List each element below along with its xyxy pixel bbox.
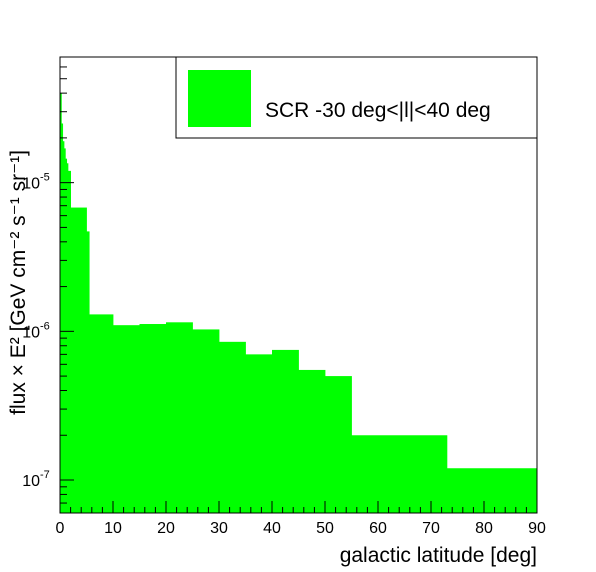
histogram-bin [66,163,69,513]
histogram-bin [219,341,246,513]
x-tick-label: 80 [475,520,493,537]
x-tick-label: 90 [528,520,546,537]
histogram-bin [245,354,273,513]
x-tick-label: 50 [316,520,334,537]
y-tick-label: 10 [22,324,40,341]
legend-swatch [188,70,251,127]
histogram-bin [166,322,193,513]
histogram-bin [86,231,90,513]
x-tick-label: 30 [210,520,228,537]
histogram-bin [63,148,66,513]
legend-label: SCR -30 deg<|l|<40 deg [265,99,491,122]
histogram-bin [60,93,62,513]
y-tick-label: 10 [22,473,40,490]
y-axis-tick-labels: 10-710-610-5 [22,172,50,490]
x-axis-tick-labels: 0 10 20 30 40 50 60 70 80 90 [56,520,546,537]
histogram-bin [113,325,140,513]
histogram-bin [446,468,538,513]
x-tick-label: 40 [263,520,281,537]
x-axis-title: galactic latitude [deg] [340,544,537,567]
histogram-bin [351,435,448,513]
x-tick-label: 20 [157,520,175,537]
histogram-bin [62,141,65,513]
histogram-bin [272,349,299,513]
histogram-bin [89,314,114,513]
y-tick-exponent: -5 [40,172,50,184]
histogram-bin [298,369,326,513]
y-tick-exponent: -7 [40,469,50,481]
legend: SCR -30 deg<|l|<40 deg [175,56,538,139]
histogram-bin [61,123,64,514]
x-tick-label: 70 [422,520,440,537]
histogram-bin [65,158,68,514]
x-tick-label: 10 [104,520,122,537]
x-tick-label: 60 [369,520,387,537]
histogram-bin [70,207,87,514]
y-axis-title: flux × E² [GeV cm⁻² s⁻¹ sr⁻¹] [7,150,30,415]
histogram-bin [192,329,220,513]
y-axis-ticks [60,66,74,514]
histogram-bin [67,170,71,513]
x-axis-ticks [59,501,538,513]
histogram-bin [139,324,167,513]
x-tick-label: 0 [56,520,65,537]
y-tick-label: 10 [22,176,40,193]
histogram-bin [325,376,352,513]
histogram-bars [60,93,538,514]
y-tick-exponent: -6 [40,320,50,332]
